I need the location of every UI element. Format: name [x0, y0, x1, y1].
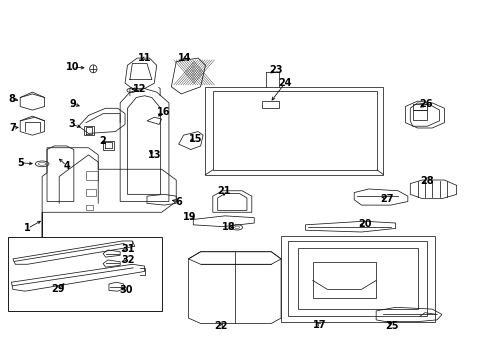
Text: 13: 13	[147, 150, 161, 160]
Text: 15: 15	[188, 134, 202, 144]
Text: 26: 26	[418, 99, 432, 109]
Text: 29: 29	[51, 284, 65, 294]
Text: 11: 11	[138, 53, 151, 63]
Bar	[412, 104, 427, 110]
Text: 24: 24	[278, 78, 291, 88]
Text: 22: 22	[214, 321, 227, 331]
Text: 8: 8	[8, 94, 15, 104]
Text: 1: 1	[24, 224, 31, 233]
Text: 30: 30	[120, 285, 133, 295]
Bar	[8, 237, 161, 311]
Text: 19: 19	[183, 212, 196, 221]
Text: 14: 14	[178, 53, 191, 63]
Bar	[86, 171, 98, 180]
Text: 2: 2	[100, 136, 106, 145]
Text: 21: 21	[217, 186, 230, 197]
Bar	[83, 126, 94, 135]
Bar	[86, 205, 93, 211]
Bar	[412, 111, 427, 120]
Text: 25: 25	[384, 321, 398, 330]
Text: 28: 28	[420, 176, 433, 186]
Text: 16: 16	[157, 107, 170, 117]
Text: 23: 23	[269, 64, 283, 75]
Text: 17: 17	[313, 320, 326, 330]
Text: 27: 27	[379, 194, 393, 204]
Bar	[103, 140, 114, 149]
Text: 10: 10	[66, 62, 80, 72]
Text: 12: 12	[133, 84, 146, 94]
Text: 9: 9	[69, 99, 76, 109]
Text: 3: 3	[68, 120, 75, 129]
Text: 31: 31	[122, 244, 135, 254]
Bar	[86, 189, 96, 196]
Text: 20: 20	[358, 219, 371, 229]
Text: 6: 6	[175, 197, 182, 207]
Text: 18: 18	[222, 222, 235, 232]
Text: 5: 5	[17, 158, 23, 168]
Bar	[261, 101, 278, 108]
Text: 7: 7	[9, 123, 16, 133]
Text: 4: 4	[63, 161, 70, 171]
Text: 32: 32	[122, 255, 135, 265]
